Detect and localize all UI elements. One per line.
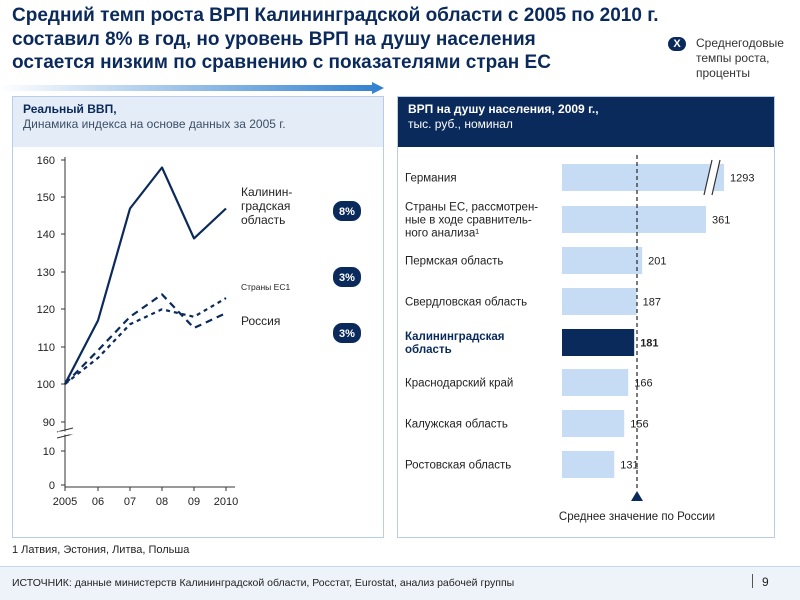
legend-line-1: Среднегодовые [696,36,784,50]
bar [562,410,625,437]
y-tick-label: 150 [37,192,55,204]
y-tick-label: 160 [37,155,55,167]
page-separator [752,574,753,588]
bar [562,164,724,191]
source-note: ИСТОЧНИК: данные министерств Калининград… [12,577,515,589]
growth-badge [333,201,361,221]
bar-category-label: Германия [405,173,457,185]
y-tick-label: 120 [37,304,55,316]
x-tick-label: 08 [156,496,168,508]
bar-value-label: 156 [630,419,648,431]
title-arrow [0,82,384,94]
y-tick-label: 10 [43,446,55,458]
footer-bar [0,566,800,600]
page-number: 9 [762,575,769,589]
bar-value-label: 187 [643,297,661,309]
reference-label: Среднее значение по России [559,511,715,523]
series-label: Калинин- [241,185,292,199]
y-tick-label: 130 [37,267,55,279]
bar-category-label: Калининградская [405,331,505,343]
legend-line-3: проценты [696,66,751,80]
growth-badge-label: 8% [339,206,355,218]
grp-bar-chart: Германия 1293 Страны ЕС, рассмотрен-ные в … [405,155,754,523]
bar-value-label: 1293 [730,173,754,185]
axis-break-gap [58,431,73,435]
axis-break-mark [56,427,74,433]
series-label: область [241,213,285,227]
grp-panel-header: ВРП на душу населения, 2009 г., тыс. руб… [398,97,774,147]
slide-title: Средний темп роста ВРП Калининградской о… [12,4,782,75]
grp-panel-title: ВРП на душу населения, 2009 г., [408,102,599,116]
title-line-3: остается низким по сравнению с показател… [12,52,551,73]
bar-category-label: Калужская область [405,419,508,431]
y-tick-label: 110 [37,342,55,354]
grp-panel-subtitle: тыс. руб., номинал [408,117,513,131]
y-tick-label: 0 [49,480,55,492]
gdp-panel-title: Реальный ВВП, [23,102,117,116]
series-line-1 [64,166,227,385]
bar-category-label: ные в ходе сравнитель- [405,215,532,227]
series-label: Россия [241,314,280,328]
growth-legend-badge: X [668,37,686,51]
x-tick-label: 09 [188,496,200,508]
growth-badge-label: 3% [339,272,355,284]
bar-value-label: 131 [620,460,638,472]
bar [562,288,637,315]
bar-category-label: Ростовская область [405,460,511,472]
bar-break-mark [703,159,713,196]
bar-category-label: область [405,344,452,356]
series-label: Страны ЕС1 [241,282,290,292]
bar [562,329,635,356]
series-label: градская [241,199,290,213]
growth-legend-text: Среднегодовые темпы роста, проценты [696,36,800,81]
x-tick-label: 2010 [214,496,238,508]
bar-category-label: Краснодарский край [405,378,513,390]
x-tick-label: 2005 [53,496,77,508]
bar-value-label: 181 [640,338,658,350]
title-line-2: составил 8% в год, но уровень ВРП на душ… [12,28,536,50]
bar-value-label: 166 [634,378,652,390]
series-line-2 [64,293,227,385]
growth-badge-label: 3% [339,328,355,340]
bar-value-label: 201 [648,256,666,268]
gdp-panel: Реальный ВВП, Динамика индекса на основе… [12,96,384,538]
growth-badge [333,323,361,343]
gdp-panel-subtitle: Динамика индекса на основе данных за 200… [23,117,286,131]
bar-break-mark [711,159,721,196]
axis-break-mark [56,433,74,439]
bar [562,369,629,396]
bar-break-gap [704,160,720,195]
y-tick-label: 90 [43,417,55,429]
y-tick-label: 140 [37,229,55,241]
bar [562,451,615,478]
x-tick-label: 07 [124,496,136,508]
growth-badge [333,267,361,287]
bar-category-label: ного анализа¹ [405,228,479,240]
gdp-panel-header: Реальный ВВП, Динамика индекса на основе… [13,97,383,147]
title-line-1: Средний темп роста ВРП Калининградской о… [12,5,659,26]
bar-category-label: Страны ЕС, рассмотрен- [405,202,538,214]
footnote: 1 Латвия, Эстония, Литва, Польша [12,544,190,556]
legend-line-2: темпы роста, [696,51,770,65]
bar-category-label: Пермская область [405,256,503,268]
bar [562,247,643,274]
bar-value-label: 361 [712,215,730,227]
x-tick-label: 06 [92,496,104,508]
bar [562,206,706,233]
series-line-3 [64,297,227,385]
bar-category-label: Свердловская область [405,297,527,309]
y-tick-label: 100 [37,379,55,391]
reference-marker [631,491,644,501]
grp-panel: ВРП на душу населения, 2009 г., тыс. руб… [397,96,775,538]
